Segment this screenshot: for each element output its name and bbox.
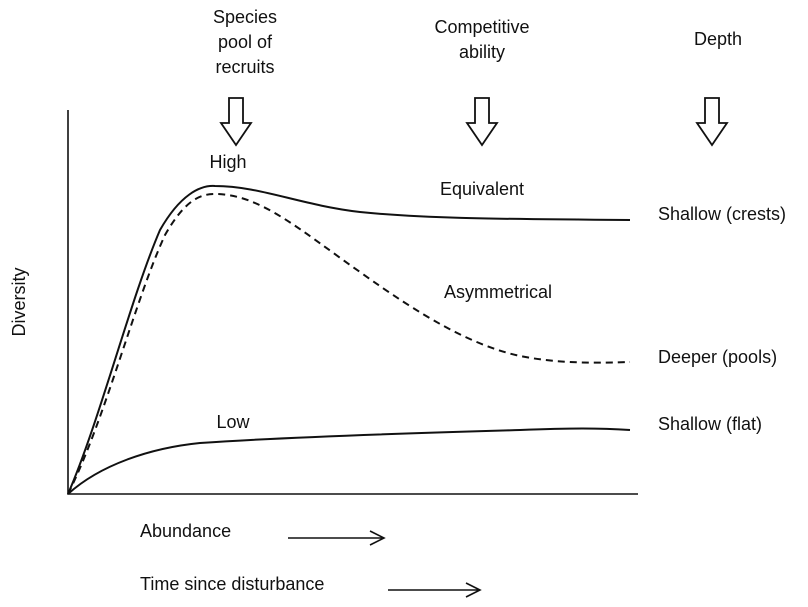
low-curve (67, 427, 631, 495)
column-header: Species (213, 7, 277, 27)
curve-label: Asymmetrical (444, 282, 552, 302)
right-arrow (288, 530, 386, 546)
row-label: Shallow (flat) (658, 414, 762, 434)
column-header: Depth (694, 29, 742, 49)
row-label: Shallow (crests) (658, 204, 786, 224)
right-arrow (388, 582, 482, 598)
row-label: Deeper (pools) (658, 347, 777, 367)
x-axis-label: Time since disturbance (140, 574, 324, 594)
curve-label: Low (216, 412, 250, 432)
down-arrow (465, 97, 499, 147)
high-equivalent-curve (67, 184, 631, 495)
down-arrow (219, 97, 253, 147)
curve-label: High (209, 152, 246, 172)
column-header: Competitive (434, 17, 529, 37)
axes (67, 110, 638, 495)
curve-label: Equivalent (440, 179, 524, 199)
y-axis-label: Diversity (9, 267, 29, 336)
column-header: ability (459, 42, 505, 62)
x-axis-label: Abundance (140, 521, 231, 541)
column-header: pool of (218, 32, 273, 52)
down-arrow (695, 97, 729, 147)
high-asymmetrical-curve (67, 192, 631, 495)
column-header: recruits (215, 57, 274, 77)
